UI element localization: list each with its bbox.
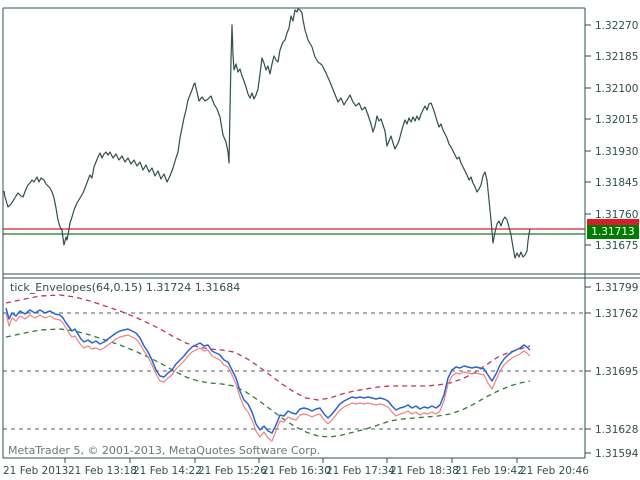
price-tick-label: 1.32185 [595,51,638,63]
price-tick-label: 1.31675 [595,240,638,252]
time-tick-label: 21 Feb 13:18 [68,465,137,477]
time-tick-label: 21 Feb 17:34 [326,465,395,477]
price-tick-label: 1.32015 [595,114,638,126]
copyright-label: MetaTrader 5, © 2001-2013, MetaQuotes So… [8,444,321,457]
price-tick-label: 1.31760 [595,209,638,221]
price-tick-label: 1.31628 [595,424,638,436]
main-tick-series [3,8,531,259]
time-tick-label: 21 Feb 20:46 [520,465,589,477]
indicator-label: tick_Envelopes(64,0.15) 1.31724 1.31684 [10,281,241,294]
tick-line-salmon-series [5,312,531,442]
time-tick-label: 21 Feb 2013 [3,465,68,477]
time-tick-label: 21 Feb 19:42 [455,465,524,477]
time-tick-label: 21 Feb 16:30 [262,465,331,477]
price-tick-label: 1.31594 [595,448,639,460]
price-tick-label: 1.31695 [595,366,638,378]
price-tick-label: 1.32270 [595,20,638,32]
time-tick-label: 21 Feb 14:22 [133,465,202,477]
time-tick-label: 21 Feb 15:26 [198,465,267,477]
tick-line-blue-series [5,307,531,434]
price-tick-label: 1.31845 [595,177,638,189]
bid-price-box: 1.31713 [587,225,639,239]
time-tick-label: 21 Feb 18:38 [390,465,459,477]
price-tick-label: 1.31799 [595,282,638,294]
price-tick-label: 1.31762 [595,308,638,320]
price-tick-label: 1.32100 [595,83,638,95]
price-tick-label: 1.31930 [595,146,638,158]
